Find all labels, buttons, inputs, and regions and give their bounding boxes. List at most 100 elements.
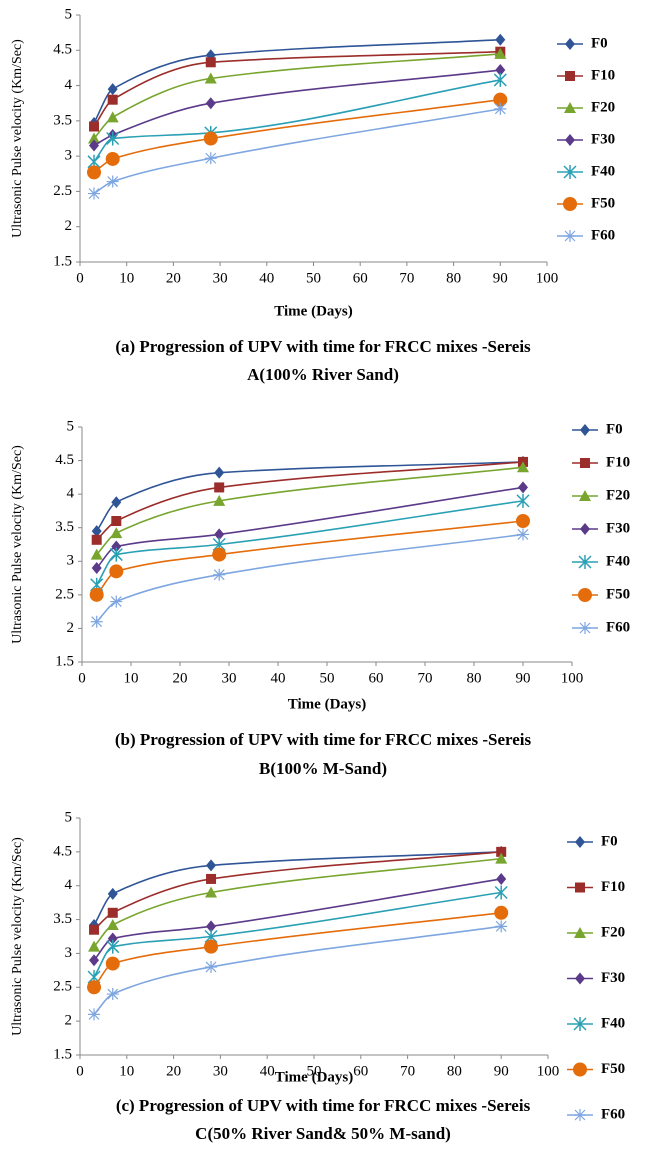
marker bbox=[89, 587, 104, 602]
marker bbox=[214, 466, 225, 479]
legend-marker bbox=[563, 165, 577, 179]
marker bbox=[88, 940, 101, 952]
legend-marker bbox=[565, 71, 575, 81]
marker bbox=[91, 562, 102, 574]
legend-label: F0 bbox=[591, 35, 608, 51]
x-tick-label: 70 bbox=[399, 270, 414, 286]
x-tick-label: 50 bbox=[320, 670, 335, 686]
y-tick-label: 2.5 bbox=[55, 586, 74, 602]
legend-label: F0 bbox=[601, 833, 618, 849]
x-tick-label: 80 bbox=[446, 270, 461, 286]
x-tick-label: 40 bbox=[271, 670, 286, 686]
y-tick-label: 3 bbox=[65, 945, 73, 961]
marker bbox=[206, 873, 217, 884]
x-tick-label: 100 bbox=[561, 670, 584, 686]
caption: C(50% River Sand& 50% M-sand) bbox=[195, 1124, 451, 1143]
marker bbox=[91, 534, 102, 545]
marker bbox=[90, 615, 103, 628]
marker bbox=[214, 528, 225, 541]
y-tick-label: 5 bbox=[67, 418, 75, 434]
y-tick-label: 4.5 bbox=[55, 452, 74, 468]
y-tick-label: 3.5 bbox=[53, 112, 72, 128]
legend-marker bbox=[579, 490, 591, 501]
x-tick-label: 20 bbox=[166, 270, 181, 286]
y-tick-label: 3 bbox=[65, 148, 73, 164]
x-tick-label: 30 bbox=[213, 270, 228, 286]
marker bbox=[106, 175, 119, 188]
marker bbox=[107, 887, 118, 900]
legend-marker bbox=[579, 622, 591, 634]
marker bbox=[107, 932, 118, 945]
x-tick-label: 80 bbox=[447, 1063, 462, 1079]
series-line bbox=[96, 461, 524, 532]
marker bbox=[493, 72, 507, 87]
legend-marker bbox=[578, 588, 592, 602]
legend-marker bbox=[580, 523, 590, 535]
y-tick-label: 5 bbox=[65, 809, 73, 825]
marker bbox=[106, 939, 120, 954]
y-axis-title: Ultrasonic Pulse velocity (Km/Sec) bbox=[10, 39, 25, 238]
legend-marker bbox=[564, 230, 576, 242]
x-tick-label: 90 bbox=[516, 670, 531, 686]
marker bbox=[107, 907, 118, 918]
marker bbox=[87, 165, 102, 180]
x-tick-label: 70 bbox=[418, 670, 433, 686]
marker bbox=[205, 57, 216, 68]
legend-marker bbox=[564, 102, 576, 113]
marker bbox=[516, 514, 530, 528]
legend-label: F20 bbox=[601, 924, 625, 940]
y-tick-label: 2 bbox=[65, 218, 73, 234]
legend-marker bbox=[574, 927, 586, 938]
y-tick-label: 2 bbox=[65, 1013, 73, 1029]
caption: (b) Progression of UPV with time for FRC… bbox=[115, 730, 532, 749]
marker bbox=[203, 131, 218, 146]
marker bbox=[89, 924, 100, 935]
x-tick-label: 20 bbox=[166, 1063, 181, 1079]
marker bbox=[496, 872, 507, 885]
marker bbox=[518, 481, 528, 494]
marker bbox=[106, 918, 119, 930]
legend-marker bbox=[580, 424, 590, 436]
series-line bbox=[93, 851, 502, 931]
legend-marker bbox=[573, 1062, 587, 1077]
legend-label: F50 bbox=[601, 1061, 625, 1077]
series-line bbox=[93, 50, 501, 127]
y-tick-label: 4 bbox=[65, 77, 73, 93]
marker bbox=[204, 939, 219, 954]
series-line bbox=[93, 108, 501, 195]
legend-label: F20 bbox=[606, 487, 630, 503]
marker bbox=[87, 980, 102, 995]
series-line bbox=[93, 38, 501, 124]
legend-label: F10 bbox=[601, 879, 625, 895]
legend-label: F50 bbox=[606, 586, 630, 602]
marker bbox=[214, 482, 225, 493]
y-tick-label: 2.5 bbox=[53, 183, 72, 199]
marker bbox=[106, 988, 119, 1001]
marker bbox=[111, 540, 122, 553]
marker bbox=[90, 548, 103, 560]
series-line bbox=[93, 925, 502, 1015]
series-line bbox=[93, 69, 501, 147]
legend-label: F40 bbox=[591, 163, 615, 179]
y-axis-title: Ultrasonic Pulse velocity (Km/Sec) bbox=[10, 837, 25, 1036]
marker bbox=[110, 595, 123, 608]
y-tick-label: 4.5 bbox=[53, 843, 72, 859]
marker bbox=[494, 47, 507, 59]
marker bbox=[107, 94, 118, 105]
series-line bbox=[96, 500, 524, 586]
legend-marker bbox=[574, 1109, 586, 1121]
y-tick-label: 2.5 bbox=[53, 979, 72, 995]
legend-label: F60 bbox=[591, 227, 615, 243]
marker bbox=[88, 1008, 101, 1021]
marker bbox=[494, 885, 508, 900]
legend-marker bbox=[575, 882, 585, 893]
marker bbox=[204, 72, 217, 84]
marker bbox=[91, 525, 102, 538]
x-tick-label: 20 bbox=[173, 670, 188, 686]
marker bbox=[212, 547, 227, 562]
y-tick-label: 3 bbox=[67, 553, 75, 569]
x-axis-title: Time (Days) bbox=[275, 1069, 353, 1085]
marker bbox=[516, 493, 530, 508]
legend-label: F60 bbox=[601, 1106, 625, 1122]
legend-marker bbox=[580, 458, 590, 468]
